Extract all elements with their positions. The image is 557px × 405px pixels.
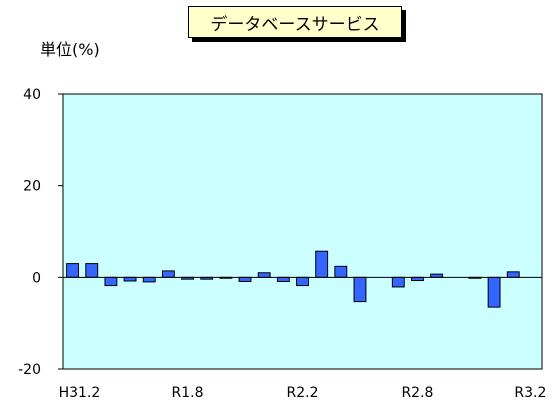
x-tick-label: R2.8	[401, 385, 433, 401]
x-tick-label: H31.2	[59, 385, 101, 401]
x-tick-label: R1.8	[172, 385, 204, 401]
unit-label: 単位(%)	[40, 40, 100, 59]
plot-area	[62, 93, 543, 370]
bar-R1.5	[123, 276, 137, 282]
chart-title: データベースサービス	[188, 6, 402, 38]
bar-H31.4	[104, 276, 118, 287]
bar-R1.7	[161, 270, 175, 278]
bar-R1.6	[142, 276, 156, 283]
bar-R2.12	[487, 276, 501, 308]
bar-R3.1	[506, 271, 520, 278]
bar-R2.7	[391, 276, 405, 288]
y-tick-label: -20	[18, 362, 41, 378]
y-tick-label: 40	[23, 87, 41, 103]
x-tick-label: R3.2	[514, 385, 546, 401]
y-tick-label: 20	[23, 179, 41, 195]
x-tick-label: R2.2	[287, 385, 319, 401]
bar-R1.11	[238, 276, 252, 282]
bar-H31.3	[85, 263, 99, 278]
bar-R1.12	[257, 272, 271, 278]
bar-H31.2	[66, 263, 80, 278]
bar-R2.2	[296, 276, 309, 287]
bar-R2.4	[334, 265, 348, 278]
bar-R2.1	[276, 276, 290, 282]
bar-R2.3	[315, 250, 329, 278]
y-tick-label: 0	[32, 270, 41, 286]
bar-R2.5	[353, 276, 367, 303]
